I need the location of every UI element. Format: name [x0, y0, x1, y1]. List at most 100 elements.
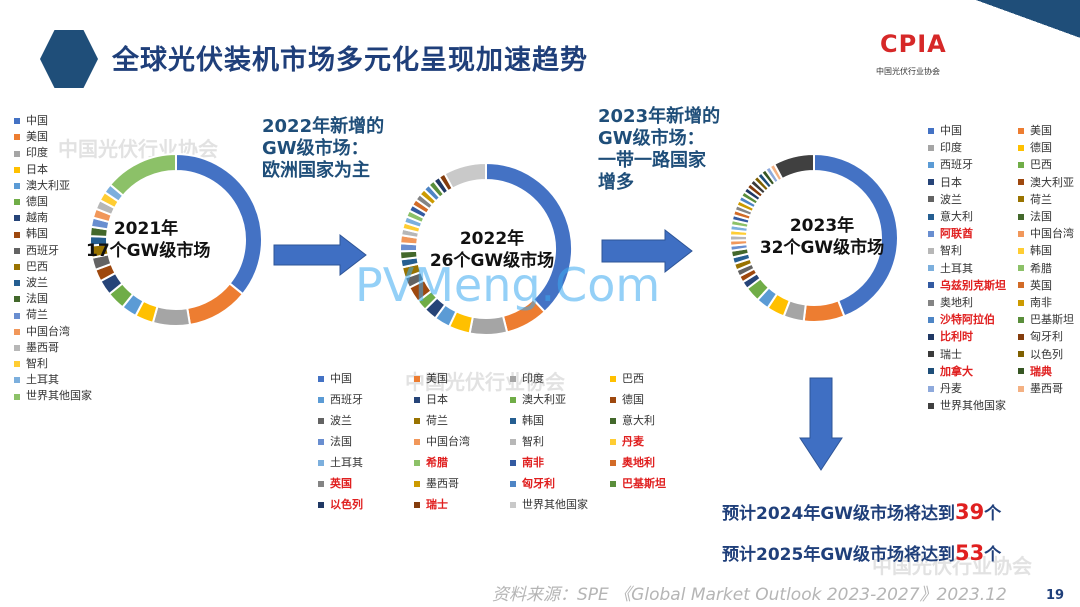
legend-swatch-icon [414, 396, 420, 403]
legend-swatch-icon [928, 162, 934, 168]
legend-label: 日本 [26, 162, 48, 176]
legend-label: 沙特阿拉伯 [940, 313, 995, 327]
donut-slice-世界其他国家 [772, 152, 815, 181]
legend-swatch-icon [1018, 334, 1024, 341]
legend-item: 比利时 [928, 328, 1018, 345]
legend-label: 印度 [522, 372, 544, 385]
legend-item: 沙特阿拉伯 [928, 311, 1018, 328]
legend-label: 智利 [940, 244, 962, 258]
legend-label: 希腊 [1030, 261, 1052, 275]
legend-label: 美国 [1030, 124, 1052, 137]
legend-item: 希腊 [414, 452, 510, 473]
legend-swatch-icon [1018, 127, 1024, 134]
legend-item: 墨西哥 [14, 340, 92, 356]
legend-label: 西班牙 [26, 243, 59, 257]
donut-2022-center-label: 2022年 26个GW级市场 [412, 228, 572, 272]
legend-item: 美国 [414, 368, 510, 389]
legend-swatch-icon [1018, 162, 1024, 168]
donut-2022-center-line-2: 26个GW级市场 [429, 251, 555, 271]
legend-2021: 中国 美国 印度 日本 澳大利亚 德国 越南 韩国 西班牙 巴西 波兰 法国 荷兰 中国台湾 墨西哥 智利 土耳… [14, 113, 92, 405]
legend-swatch-icon [14, 296, 20, 303]
legend-item: 法国 [14, 291, 92, 307]
legend-item: 阿联酋 [928, 225, 1018, 242]
donut-slice-美国 [802, 299, 846, 323]
donut-2023-center-line-1: 2023年 [789, 216, 855, 236]
legend-label: 韩国 [1030, 244, 1052, 258]
legend-item: 英国 [1018, 277, 1080, 294]
legend-label: 墨西哥 [1030, 382, 1063, 396]
donut-2023-center-line-2: 32个GW级市场 [759, 238, 885, 258]
legend-swatch-icon [928, 179, 934, 186]
legend-item: 奥地利 [610, 452, 690, 473]
legend-swatch-icon [14, 166, 20, 173]
legend-swatch-icon [14, 344, 20, 351]
legend-swatch-icon [610, 480, 616, 487]
donut-2023-center-label: 2023年 32个GW级市场 [742, 215, 902, 259]
legend-item: 中国 [318, 368, 414, 389]
legend-swatch-icon [510, 396, 516, 403]
forecast-2024: 预计2024年GW级市场将达到39个 [722, 499, 1001, 524]
legend-label: 波兰 [26, 276, 48, 290]
legend-swatch-icon [318, 459, 324, 466]
legend-swatch-icon [510, 417, 516, 424]
legend-label: 墨西哥 [426, 477, 459, 490]
donut-slice-印度 [151, 305, 192, 327]
legend-label: 世界其他国家 [26, 389, 92, 403]
legend-swatch-icon [1018, 368, 1024, 375]
legend-label: 瑞士 [426, 498, 448, 511]
legend-label: 巴西 [1030, 158, 1052, 172]
legend-label: 中国台湾 [26, 324, 70, 338]
legend-item: 巴西 [610, 368, 690, 389]
legend-label: 智利 [26, 357, 48, 371]
legend-label: 中国台湾 [1030, 227, 1074, 241]
callout-2022-line-2: GW级市场： [262, 138, 369, 159]
legend-swatch-icon [318, 438, 324, 445]
legend-item: 匈牙利 [510, 473, 610, 494]
legend-label: 美国 [426, 372, 448, 385]
legend-label: 丹麦 [622, 435, 644, 448]
donut-2023 [729, 152, 899, 323]
legend-label: 世界其他国家 [940, 399, 1006, 413]
legend-swatch-icon [1018, 144, 1024, 151]
legend-swatch-icon [1018, 282, 1024, 289]
legend-item: 以色列 [318, 494, 414, 515]
donut-slice-美国 [186, 282, 245, 327]
donut-slice-印度 [468, 314, 509, 336]
legend-item: 西班牙 [928, 156, 1018, 173]
legend-label: 匈牙利 [522, 477, 555, 490]
legend-swatch-icon [414, 480, 420, 487]
legend-item: 西班牙 [14, 243, 92, 259]
donut-2022-center-line-1: 2022年 [459, 229, 525, 249]
legend-item: 希腊 [1018, 260, 1080, 277]
legend-swatch-icon [1018, 299, 1024, 306]
legend-item: 越南 [14, 210, 92, 226]
source-note: 资料来源：SPE 《Global Market Outlook 2023-202… [492, 585, 1007, 605]
legend-item: 中国 [14, 113, 92, 129]
legend-column: 中国 西班牙 波兰 法国 土耳其 英国 以色列 [318, 368, 414, 515]
arrow-right-1 [273, 233, 367, 277]
legend-label: 土耳其 [26, 373, 59, 387]
legend-swatch-icon [928, 127, 934, 134]
legend-item: 中国台湾 [1018, 225, 1080, 242]
legend-swatch-icon [14, 182, 20, 189]
legend-label: 荷兰 [1030, 192, 1052, 206]
legend-label: 中国 [330, 372, 352, 385]
legend-label: 土耳其 [330, 456, 363, 469]
legend-item: 荷兰 [14, 307, 92, 323]
legend-item: 韩国 [1018, 242, 1080, 259]
forecast-2025-unit: 个 [984, 545, 1002, 565]
legend-label: 阿联酋 [940, 227, 973, 241]
legend-item: 匈牙利 [1018, 328, 1080, 345]
legend-swatch-icon [610, 459, 616, 466]
legend-swatch-icon [414, 417, 420, 424]
legend-label: 意大利 [940, 210, 973, 224]
legend-swatch-icon [14, 280, 20, 287]
legend-swatch-icon [928, 196, 934, 203]
arrow-right-2 [601, 228, 693, 274]
legend-item: 土耳其 [928, 260, 1018, 277]
cpia-logo-subtitle: 中国光伏行业协会 [876, 67, 940, 76]
legend-item: 德国 [1018, 139, 1080, 156]
callout-2023-line-2: GW级市场： [598, 128, 705, 149]
legend-label: 德国 [1030, 141, 1052, 155]
legend-label: 中国 [940, 124, 962, 137]
